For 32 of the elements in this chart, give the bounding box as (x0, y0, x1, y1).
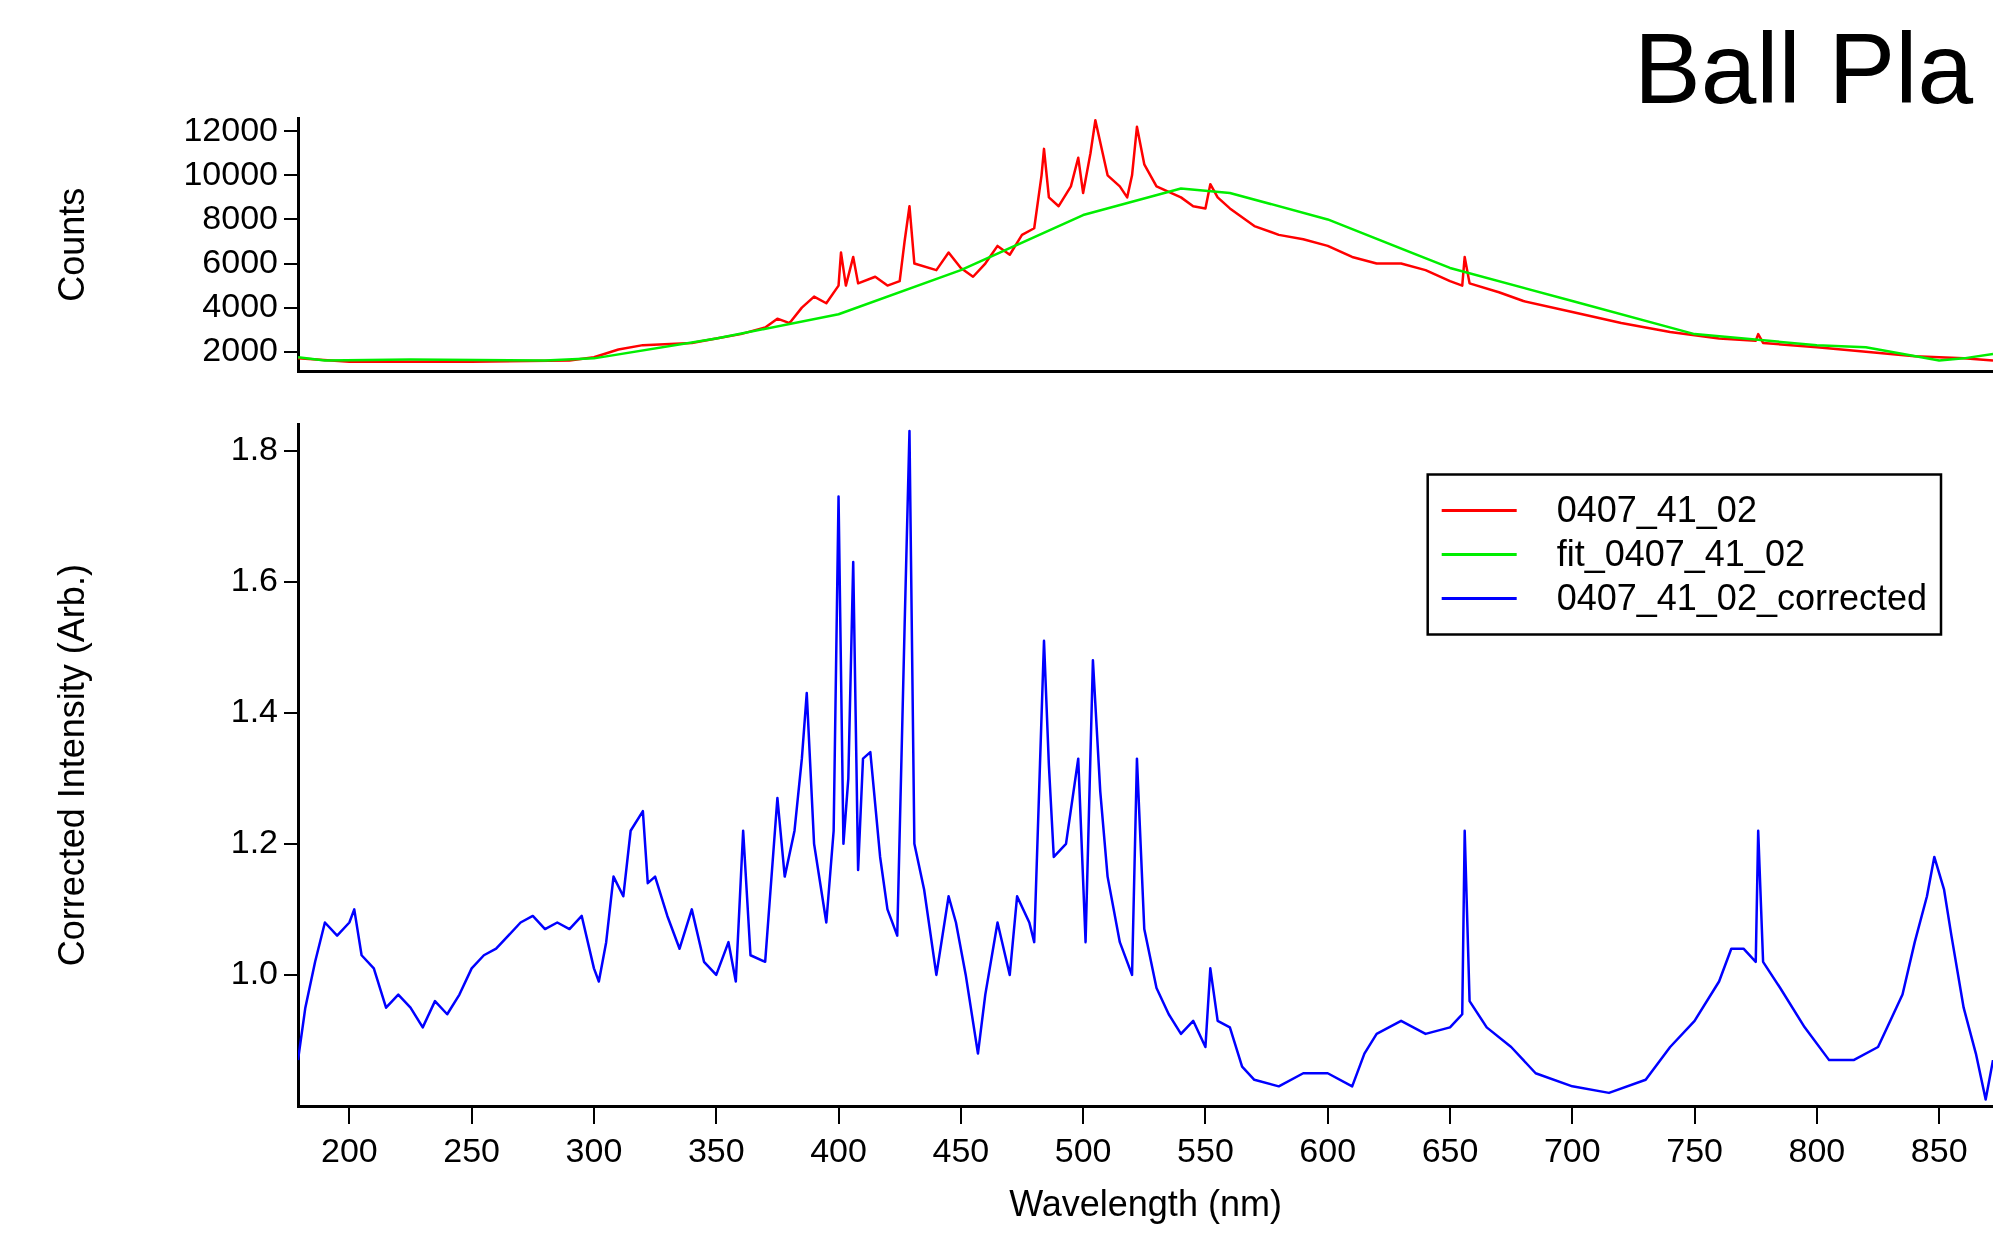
y-tick-label: 8000 (202, 197, 278, 236)
x-tick-label: 250 (443, 1130, 501, 1169)
y-tick-label: 12000 (183, 109, 278, 148)
y-tick-label: 1.8 (230, 428, 278, 467)
x-tick-label: 200 (321, 1130, 378, 1169)
x-axis-title: Wavelength (nm) (1009, 1183, 1282, 1225)
x-tick-label: 450 (932, 1130, 990, 1169)
chart-title: Ball Pla (1633, 12, 1974, 124)
y-tick-label: 1.4 (230, 691, 278, 730)
x-tick-label: 850 (1910, 1130, 1968, 1169)
x-tick-label: 500 (1054, 1130, 1112, 1169)
x-tick-label: 750 (1666, 1130, 1723, 1169)
y-axis-title: Counts (50, 187, 92, 302)
legend-label: 0407_41_02_corrected (1556, 577, 1928, 619)
y-tick-label: 1.2 (230, 822, 278, 861)
y-tick-label: 10000 (183, 153, 278, 192)
y-axis-title: Corrected Intensity (Arb.) (50, 564, 92, 967)
text: 0407_41_02 (1556, 489, 1757, 531)
x-tick-label: 550 (1177, 1130, 1234, 1169)
y-tick-label: 6000 (202, 241, 278, 280)
x-tick-label: 800 (1788, 1130, 1846, 1169)
y-tick-label: 1.0 (230, 953, 278, 992)
x-tick-label: 700 (1543, 1130, 1601, 1169)
y-tick-label: 2000 (202, 330, 278, 369)
x-tick-label: 600 (1299, 1130, 1357, 1169)
x-tick-label: 400 (810, 1130, 867, 1169)
y-tick-label: 1.6 (230, 560, 278, 599)
x-tick-label: 350 (687, 1130, 745, 1169)
x-tick-label: 650 (1421, 1130, 1479, 1169)
x-tick-label: 300 (565, 1130, 623, 1169)
text: fit_0407_41_02 (1556, 533, 1805, 575)
y-tick-label: 4000 (202, 286, 278, 325)
